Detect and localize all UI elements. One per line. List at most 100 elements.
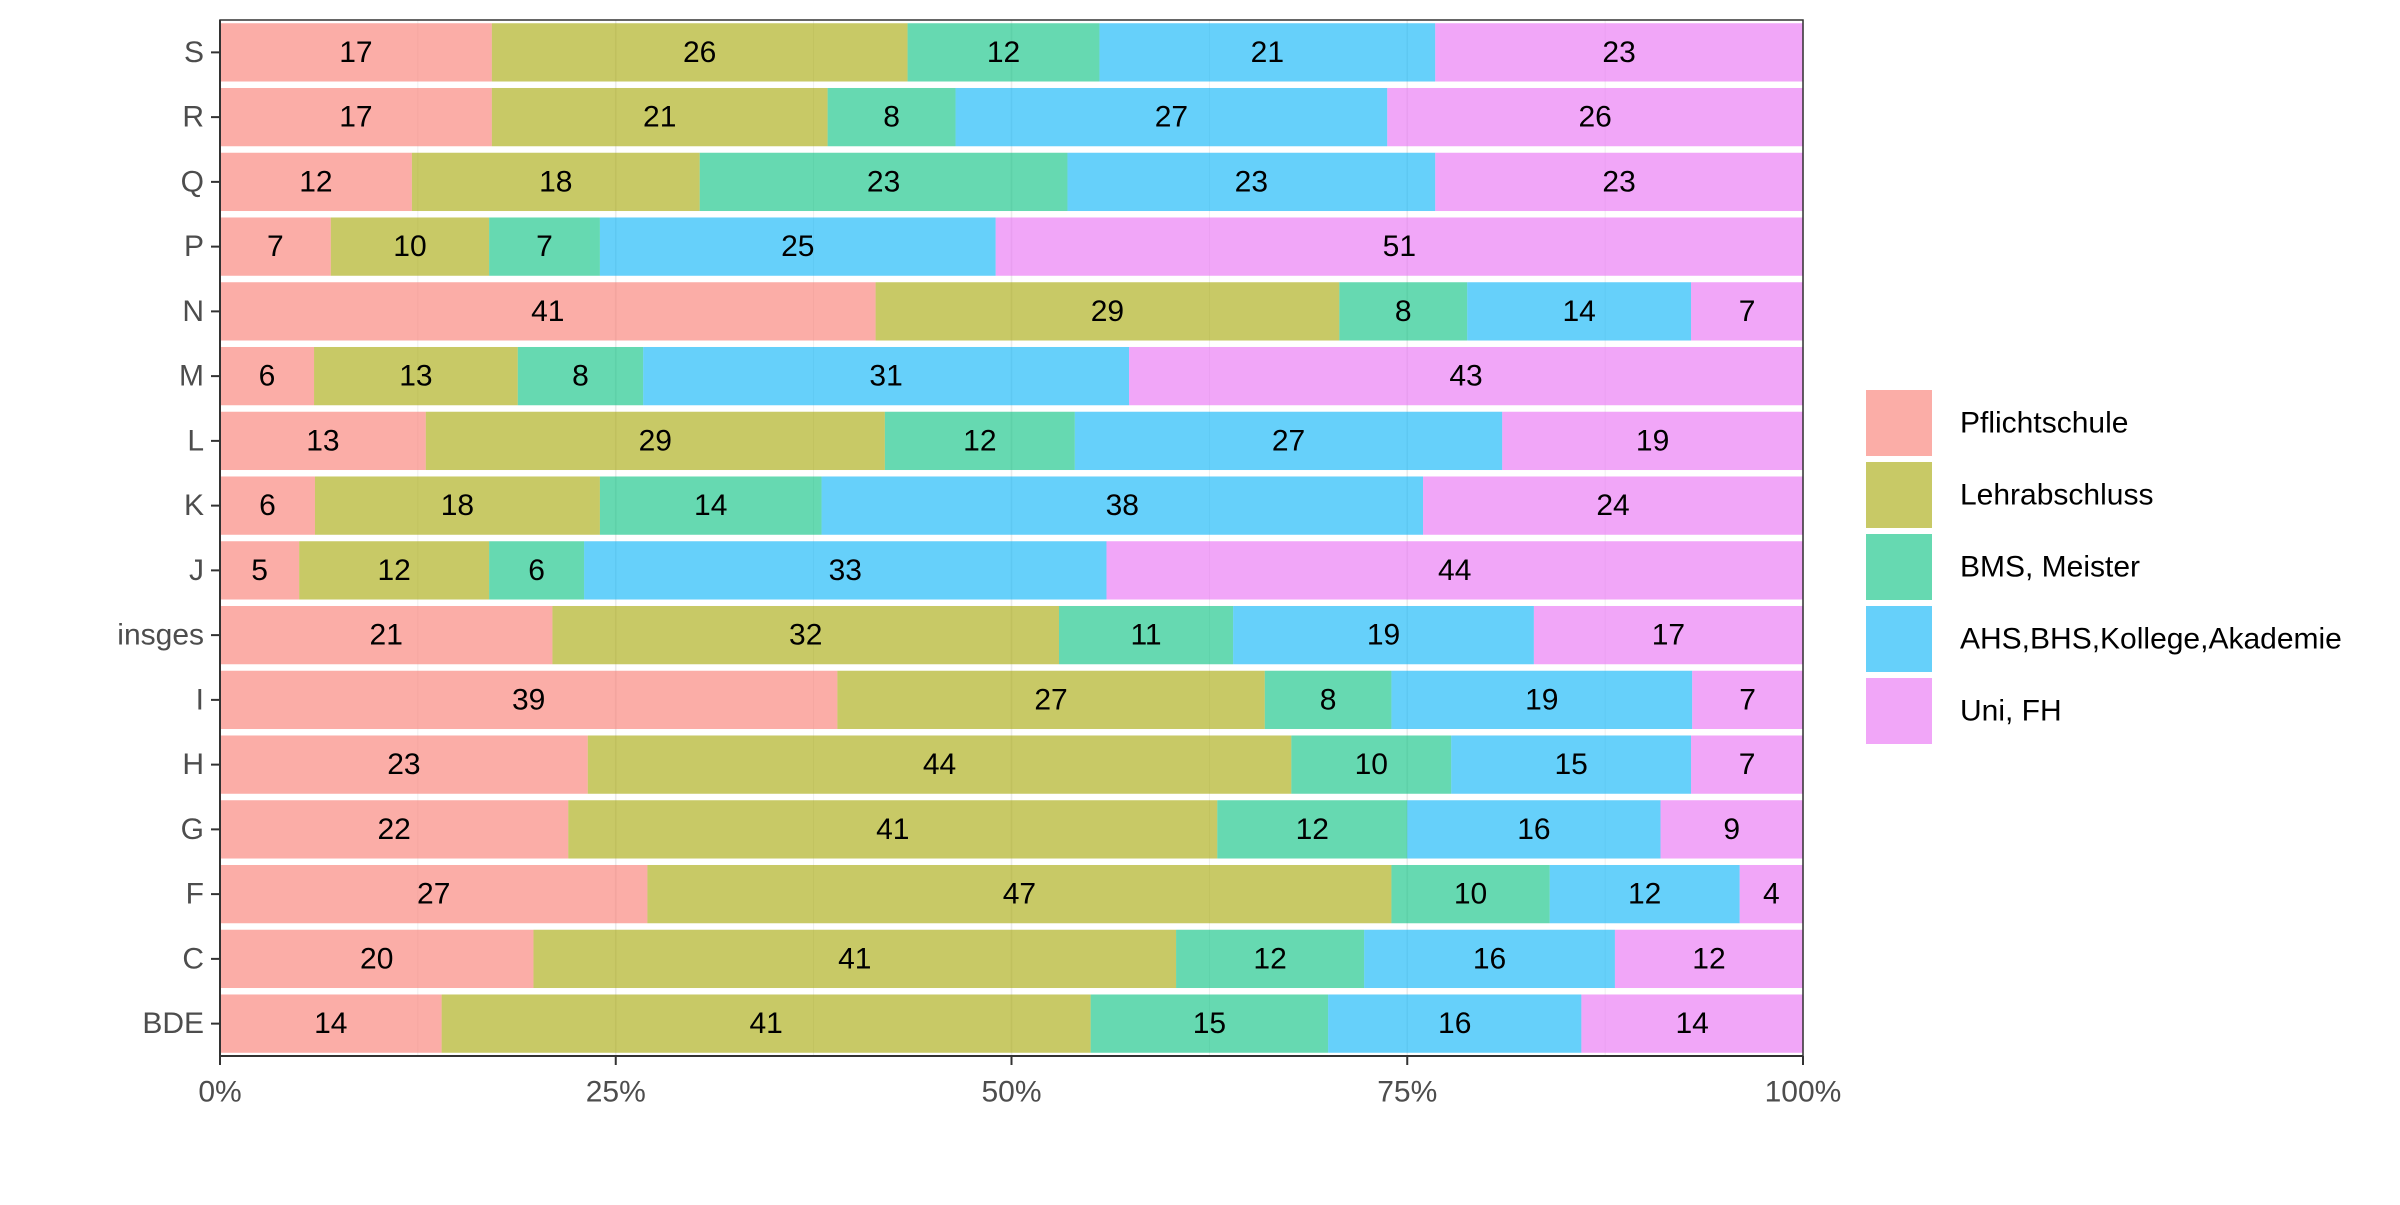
bar-segment bbox=[955, 87, 1388, 147]
x-tick-label: 0% bbox=[198, 1076, 241, 1109]
data-label: 14 bbox=[694, 489, 727, 522]
bar-segment bbox=[1058, 605, 1234, 665]
y-tick-label: R bbox=[182, 101, 204, 134]
bar-segment bbox=[220, 87, 492, 147]
bar-segment bbox=[314, 476, 600, 535]
data-label: 12 bbox=[1692, 942, 1725, 975]
bar-segment bbox=[220, 541, 300, 600]
data-label: 18 bbox=[441, 489, 474, 522]
data-label: 39 bbox=[512, 683, 545, 716]
data-label: 13 bbox=[399, 360, 432, 393]
data-label: 12 bbox=[963, 424, 996, 457]
bar-segment bbox=[441, 994, 1091, 1053]
legend-label: AHS,BHS,Kollege,Akademie bbox=[1960, 623, 2342, 656]
data-label: 7 bbox=[1739, 683, 1756, 716]
data-label: 17 bbox=[1652, 619, 1685, 652]
data-label: 8 bbox=[1320, 683, 1337, 716]
legend-swatch bbox=[1866, 390, 1932, 456]
data-label: 12 bbox=[1628, 878, 1661, 911]
data-label: 17 bbox=[339, 36, 372, 69]
data-label: 41 bbox=[838, 942, 871, 975]
bar-segment bbox=[875, 282, 1340, 341]
legend-swatch bbox=[1866, 462, 1932, 528]
data-label: 7 bbox=[536, 230, 553, 263]
legend-swatch bbox=[1866, 606, 1932, 672]
y-tick-label: G bbox=[181, 813, 204, 846]
data-label: 16 bbox=[1517, 813, 1550, 846]
bar-segment bbox=[1549, 864, 1740, 924]
data-label: 6 bbox=[259, 360, 276, 393]
data-label: 23 bbox=[1602, 36, 1635, 69]
bar-segment bbox=[1692, 670, 1803, 730]
data-label: 41 bbox=[531, 295, 564, 328]
bar-segment bbox=[1614, 929, 1803, 989]
data-label: 12 bbox=[1296, 813, 1329, 846]
data-label: 19 bbox=[1525, 683, 1558, 716]
bar-segment bbox=[1435, 23, 1803, 82]
data-label: 29 bbox=[1091, 295, 1124, 328]
bar-segment bbox=[1090, 994, 1329, 1053]
data-label: 21 bbox=[1251, 36, 1284, 69]
bar-segment bbox=[1328, 994, 1582, 1053]
bar-segment bbox=[1364, 929, 1615, 989]
bar-segment bbox=[1099, 23, 1436, 82]
bar-segment bbox=[1074, 411, 1503, 471]
data-label: 24 bbox=[1596, 489, 1629, 522]
x-tick-label: 50% bbox=[981, 1076, 1041, 1109]
bar-segment bbox=[220, 23, 492, 82]
data-label: 17 bbox=[339, 101, 372, 134]
data-label: 12 bbox=[377, 554, 410, 587]
bar-segment bbox=[220, 864, 648, 924]
bar-segment bbox=[552, 605, 1059, 665]
bar-segment bbox=[314, 346, 518, 406]
bar-segment bbox=[220, 994, 442, 1053]
data-label: 43 bbox=[1449, 360, 1482, 393]
bar-segment bbox=[411, 152, 700, 212]
bar-segment bbox=[220, 605, 553, 665]
data-label: 16 bbox=[1438, 1007, 1471, 1040]
data-label: 8 bbox=[1395, 295, 1412, 328]
data-label: 38 bbox=[1106, 489, 1139, 522]
data-label: 7 bbox=[267, 230, 284, 263]
data-label: 15 bbox=[1193, 1007, 1226, 1040]
x-tick-label: 75% bbox=[1377, 1076, 1437, 1109]
data-label: 5 bbox=[251, 554, 268, 587]
data-label: 14 bbox=[1676, 1007, 1709, 1040]
legend-swatch bbox=[1866, 534, 1932, 600]
data-label: 44 bbox=[1438, 554, 1471, 587]
y-tick-label: BDE bbox=[142, 1007, 204, 1040]
bar-segment bbox=[1233, 605, 1534, 665]
legend-label: Lehrabschluss bbox=[1960, 479, 2153, 512]
bar-segment bbox=[220, 282, 876, 341]
data-label: 33 bbox=[829, 554, 862, 587]
bar-segment bbox=[220, 152, 412, 212]
data-label: 19 bbox=[1367, 619, 1400, 652]
y-tick-label: insges bbox=[117, 619, 204, 652]
bar-segment bbox=[425, 411, 885, 471]
x-tick-label: 25% bbox=[586, 1076, 646, 1109]
bar-segment bbox=[517, 346, 644, 406]
y-tick-label: P bbox=[184, 230, 204, 263]
data-label: 41 bbox=[876, 813, 909, 846]
data-label: 23 bbox=[387, 748, 420, 781]
x-tick-label: 100% bbox=[1765, 1076, 1842, 1109]
y-tick-label: L bbox=[187, 424, 204, 457]
legend-label: Pflichtschule bbox=[1960, 407, 2128, 440]
bar-segment bbox=[1581, 994, 1803, 1053]
bar-segment bbox=[1739, 864, 1803, 924]
bar-segment bbox=[1502, 411, 1803, 471]
bar-segment bbox=[1129, 346, 1803, 406]
bar-segment bbox=[491, 87, 828, 147]
data-label: 47 bbox=[1003, 878, 1036, 911]
data-label: 23 bbox=[1602, 165, 1635, 198]
bar-segment bbox=[489, 541, 585, 600]
data-label: 23 bbox=[867, 165, 900, 198]
y-tick-label: Q bbox=[181, 165, 204, 198]
bar-segment bbox=[995, 217, 1803, 276]
data-label: 9 bbox=[1723, 813, 1740, 846]
bar-segment bbox=[821, 476, 1424, 535]
y-tick-label: I bbox=[196, 683, 204, 716]
bar-segment bbox=[1423, 476, 1803, 535]
bar-segment bbox=[220, 929, 534, 989]
